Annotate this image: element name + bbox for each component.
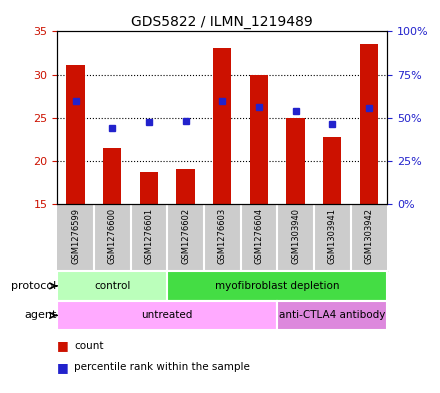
Text: GSM1276603: GSM1276603 (218, 208, 227, 264)
Text: GSM1276601: GSM1276601 (144, 208, 154, 264)
Text: GSM1276599: GSM1276599 (71, 208, 80, 264)
Bar (323, 137, 341, 204)
Bar (360, 44, 378, 204)
Text: GSM1303941: GSM1303941 (328, 208, 337, 264)
Text: myofibroblast depletion: myofibroblast depletion (215, 281, 339, 291)
Bar (286, 118, 305, 204)
Text: protocol: protocol (11, 281, 56, 291)
Bar (66, 65, 85, 204)
Text: agent: agent (24, 310, 56, 320)
Text: anti-CTLA4 antibody: anti-CTLA4 antibody (279, 310, 385, 320)
Bar (213, 48, 231, 204)
Bar (176, 169, 195, 204)
Title: GDS5822 / ILMN_1219489: GDS5822 / ILMN_1219489 (131, 15, 313, 29)
Bar (250, 75, 268, 204)
Bar (167, 271, 387, 301)
Text: control: control (94, 281, 130, 291)
Bar (57, 271, 167, 301)
Text: GSM1276602: GSM1276602 (181, 208, 190, 264)
Bar (140, 171, 158, 204)
Text: GSM1276604: GSM1276604 (254, 208, 264, 264)
Bar (103, 148, 121, 204)
Text: untreated: untreated (142, 310, 193, 320)
Text: ■: ■ (57, 339, 69, 353)
Text: count: count (74, 341, 103, 351)
Text: percentile rank within the sample: percentile rank within the sample (74, 362, 250, 373)
Bar (57, 301, 277, 330)
Text: GSM1303942: GSM1303942 (364, 208, 374, 264)
Text: GSM1276600: GSM1276600 (108, 208, 117, 264)
Text: GSM1303940: GSM1303940 (291, 208, 300, 264)
Bar (277, 301, 387, 330)
Text: ■: ■ (57, 361, 69, 374)
